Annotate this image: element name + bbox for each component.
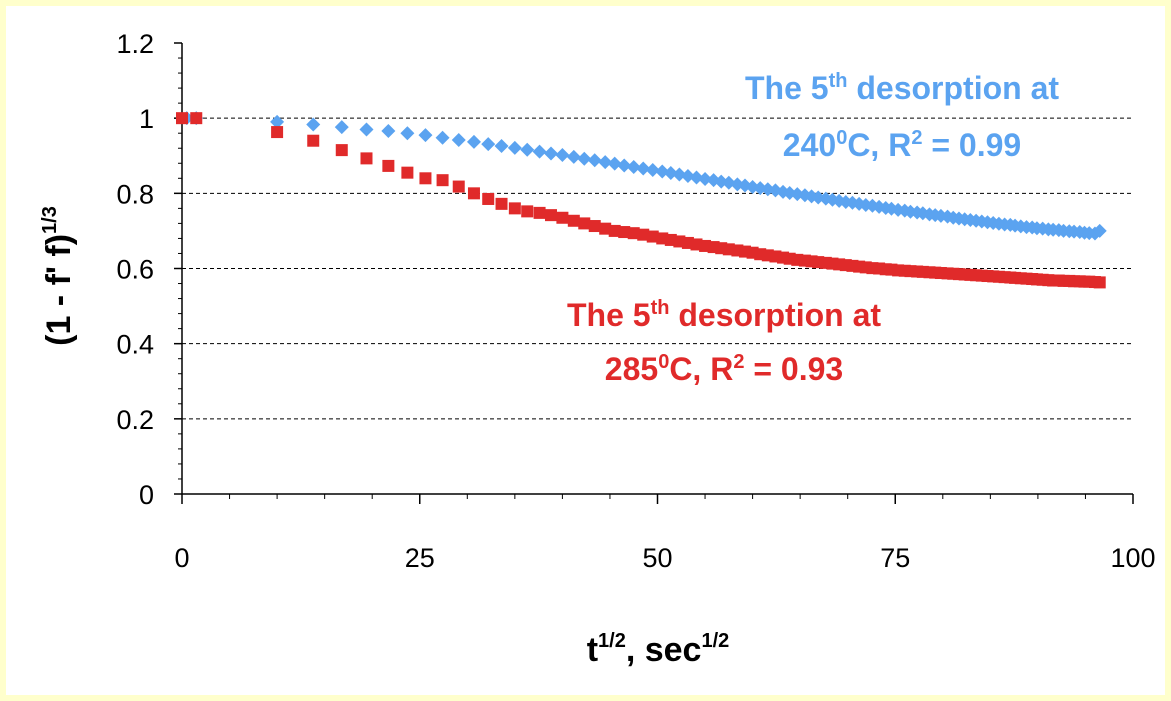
x-tick-label: 50 bbox=[642, 543, 672, 573]
data-point-diamond bbox=[626, 160, 641, 175]
y-axis-title: (1 - f' f)1/3 bbox=[39, 206, 78, 346]
tick-labels: 0 0.2 0.4 0.6 0.8 1 1.2 0 25 50 75 100 bbox=[116, 29, 1155, 573]
data-point-square bbox=[1093, 276, 1106, 289]
data-point-diamond bbox=[721, 175, 736, 190]
y-tick-label: 0.6 bbox=[116, 255, 154, 285]
annotation-240c-line2: 2400C, R2 = 0.99 bbox=[783, 127, 1021, 163]
data-point-diamond bbox=[418, 128, 433, 143]
y-tick-label: 0 bbox=[139, 480, 154, 510]
data-point-square bbox=[599, 222, 612, 235]
data-point-diamond bbox=[494, 138, 509, 153]
data-point-diamond bbox=[334, 120, 349, 135]
data-point-square bbox=[637, 228, 650, 241]
data-point-square bbox=[495, 197, 508, 210]
data-point-diamond bbox=[566, 149, 581, 164]
data-point-diamond bbox=[587, 153, 602, 168]
data-point-square bbox=[533, 206, 546, 219]
data-points bbox=[176, 111, 1107, 289]
y-tick-label: 0.8 bbox=[116, 179, 154, 209]
y-tick-label: 1.2 bbox=[116, 29, 154, 59]
data-point-square bbox=[618, 226, 631, 239]
annotation-285c-line1: The 5th desorption at bbox=[567, 297, 881, 333]
data-point-diamond bbox=[532, 144, 547, 159]
data-point-diamond bbox=[607, 156, 622, 171]
data-point-square bbox=[754, 248, 767, 261]
data-point-diamond bbox=[481, 137, 496, 152]
data-point-diamond bbox=[543, 146, 558, 161]
data-point-square bbox=[588, 220, 601, 233]
data-point-square bbox=[307, 134, 320, 147]
series-1 bbox=[176, 112, 1106, 289]
data-point-diamond bbox=[507, 140, 522, 155]
y-tick-label: 1 bbox=[139, 104, 154, 134]
series-0 bbox=[179, 111, 1107, 241]
x-tick-label: 25 bbox=[405, 543, 435, 573]
y-tick-label: 0.2 bbox=[116, 405, 154, 435]
data-point-square bbox=[382, 159, 395, 172]
x-axis-title: t1/2, sec1/2 bbox=[587, 630, 730, 669]
data-point-diamond bbox=[359, 122, 374, 137]
data-point-diamond bbox=[655, 164, 670, 179]
data-point-diamond bbox=[381, 123, 396, 138]
data-point-diamond bbox=[617, 158, 632, 173]
data-point-square bbox=[482, 192, 495, 205]
data-point-square bbox=[360, 152, 373, 165]
data-point-diamond bbox=[270, 114, 285, 129]
data-point-square bbox=[646, 230, 659, 243]
data-point-diamond bbox=[466, 134, 481, 149]
y-tick-label: 0.4 bbox=[116, 330, 154, 360]
annotation-240c-line1: The 5th desorption at bbox=[745, 70, 1059, 106]
chart-frame: 0 0.2 0.4 0.6 0.8 1 1.2 0 25 50 75 100 (1 - f' f)1/… bbox=[6, 6, 1165, 695]
data-point-square bbox=[578, 217, 591, 230]
data-point-diamond bbox=[672, 167, 687, 182]
data-point-diamond bbox=[1092, 223, 1107, 238]
data-point-square bbox=[556, 211, 569, 224]
gridlines bbox=[182, 117, 1133, 420]
data-point-square bbox=[436, 174, 449, 187]
chart-svg: 0 0.2 0.4 0.6 0.8 1 1.2 0 25 50 75 100 (1 - f' f)1/… bbox=[39, 29, 1156, 669]
data-point-square bbox=[567, 214, 580, 227]
data-point-square bbox=[271, 126, 284, 139]
data-point-diamond bbox=[435, 130, 450, 145]
data-point-square bbox=[452, 180, 465, 193]
data-point-diamond bbox=[520, 142, 535, 157]
data-point-square bbox=[508, 202, 521, 215]
data-point-diamond bbox=[555, 147, 570, 162]
annotation-285c-line2: 2850C, R2 = 0.93 bbox=[605, 351, 843, 387]
data-point-diamond bbox=[680, 169, 695, 184]
data-point-square bbox=[190, 112, 203, 125]
data-point-diamond bbox=[636, 161, 651, 176]
x-tick-label: 0 bbox=[174, 543, 189, 573]
data-point-square bbox=[176, 112, 188, 125]
data-point-square bbox=[335, 144, 348, 157]
data-point-square bbox=[798, 254, 811, 267]
data-point-square bbox=[608, 224, 621, 237]
data-point-square bbox=[544, 209, 557, 222]
data-point-diamond bbox=[698, 172, 713, 187]
data-point-diamond bbox=[663, 166, 678, 181]
data-point-square bbox=[419, 172, 432, 185]
data-point-diamond bbox=[400, 126, 415, 141]
data-point-square bbox=[761, 249, 774, 262]
data-point-diamond bbox=[451, 132, 466, 147]
data-point-diamond bbox=[577, 151, 592, 166]
data-point-diamond bbox=[645, 163, 660, 178]
x-tick-label: 100 bbox=[1110, 543, 1155, 573]
data-point-square bbox=[627, 227, 640, 240]
x-tick-label: 75 bbox=[880, 543, 910, 573]
data-point-diamond bbox=[689, 170, 704, 185]
data-point-diamond bbox=[598, 155, 613, 170]
data-point-diamond bbox=[306, 117, 321, 132]
data-point-square bbox=[521, 205, 534, 218]
data-point-square bbox=[401, 166, 414, 179]
data-point-square bbox=[467, 187, 480, 200]
